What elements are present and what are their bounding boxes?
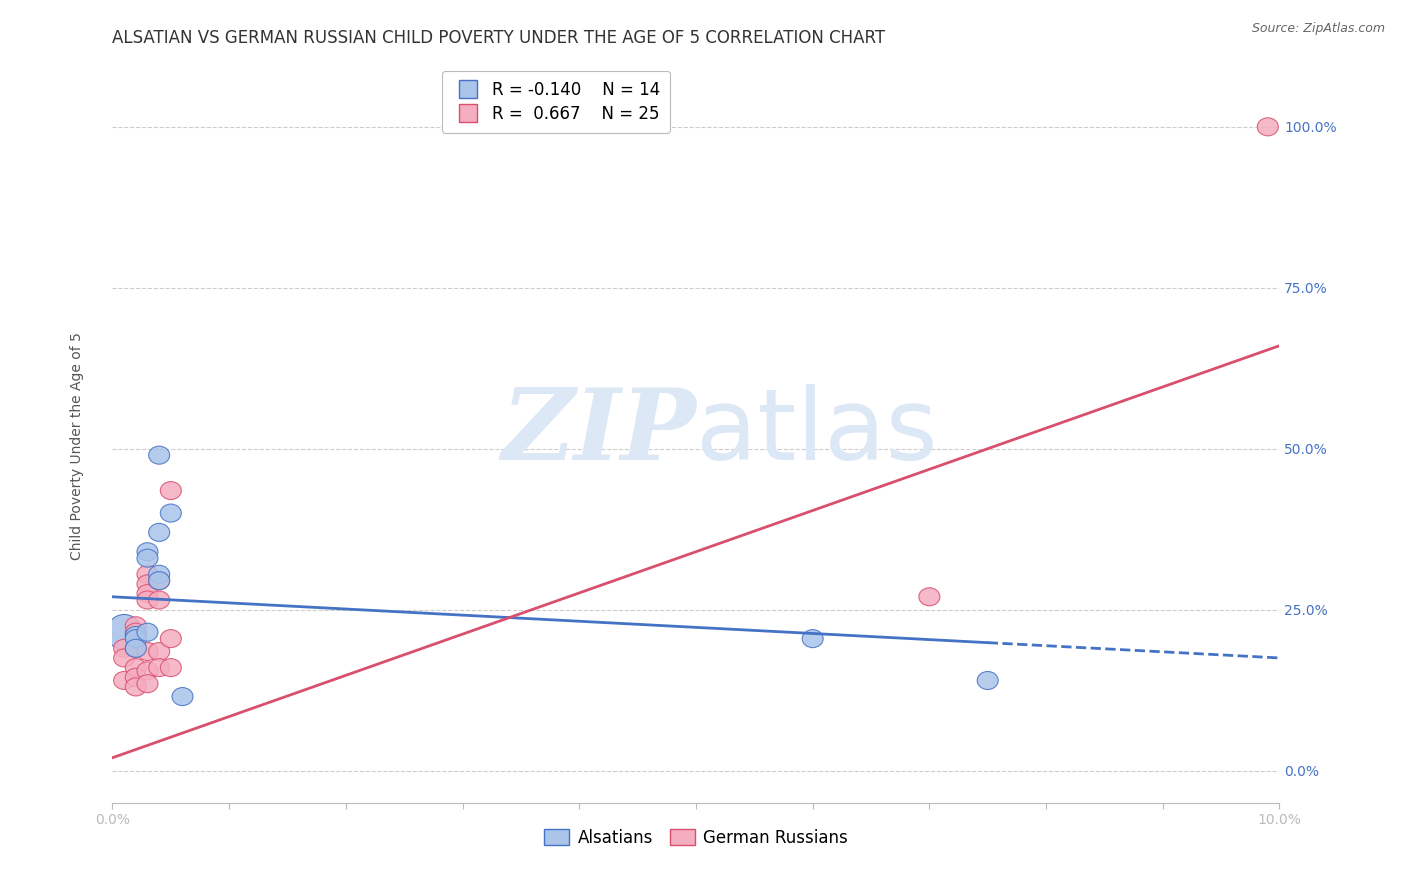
Ellipse shape — [149, 524, 170, 541]
Ellipse shape — [149, 572, 170, 590]
Ellipse shape — [136, 591, 157, 609]
Ellipse shape — [1257, 118, 1278, 136]
Ellipse shape — [920, 588, 939, 606]
Ellipse shape — [136, 584, 157, 603]
Ellipse shape — [125, 640, 146, 657]
Ellipse shape — [125, 626, 146, 644]
Ellipse shape — [149, 642, 170, 660]
Ellipse shape — [136, 624, 157, 641]
Ellipse shape — [149, 658, 170, 677]
Ellipse shape — [149, 572, 170, 590]
Text: atlas: atlas — [696, 384, 938, 481]
Ellipse shape — [136, 549, 157, 567]
Ellipse shape — [160, 630, 181, 648]
Ellipse shape — [136, 674, 157, 693]
Ellipse shape — [149, 566, 170, 583]
Text: Source: ZipAtlas.com: Source: ZipAtlas.com — [1251, 22, 1385, 36]
Ellipse shape — [107, 615, 142, 650]
Ellipse shape — [977, 672, 998, 690]
Ellipse shape — [136, 662, 157, 680]
Ellipse shape — [114, 640, 135, 657]
Ellipse shape — [125, 630, 146, 648]
Ellipse shape — [172, 688, 193, 706]
Ellipse shape — [125, 624, 146, 641]
Ellipse shape — [136, 575, 157, 593]
Text: ALSATIAN VS GERMAN RUSSIAN CHILD POVERTY UNDER THE AGE OF 5 CORRELATION CHART: ALSATIAN VS GERMAN RUSSIAN CHILD POVERTY… — [112, 29, 886, 47]
Ellipse shape — [160, 504, 181, 522]
Text: Child Poverty Under the Age of 5: Child Poverty Under the Age of 5 — [70, 332, 84, 560]
Ellipse shape — [160, 658, 181, 677]
Legend: Alsatians, German Russians: Alsatians, German Russians — [537, 822, 855, 854]
Ellipse shape — [803, 630, 823, 648]
Ellipse shape — [114, 672, 135, 690]
Ellipse shape — [114, 649, 135, 667]
Ellipse shape — [125, 668, 146, 686]
Ellipse shape — [136, 542, 157, 561]
Ellipse shape — [125, 616, 146, 635]
Ellipse shape — [125, 678, 146, 696]
Ellipse shape — [160, 482, 181, 500]
Ellipse shape — [125, 658, 146, 677]
Ellipse shape — [149, 591, 170, 609]
Text: ZIP: ZIP — [501, 384, 696, 481]
Ellipse shape — [149, 446, 170, 464]
Ellipse shape — [136, 642, 157, 660]
Ellipse shape — [136, 566, 157, 583]
Ellipse shape — [125, 640, 146, 657]
